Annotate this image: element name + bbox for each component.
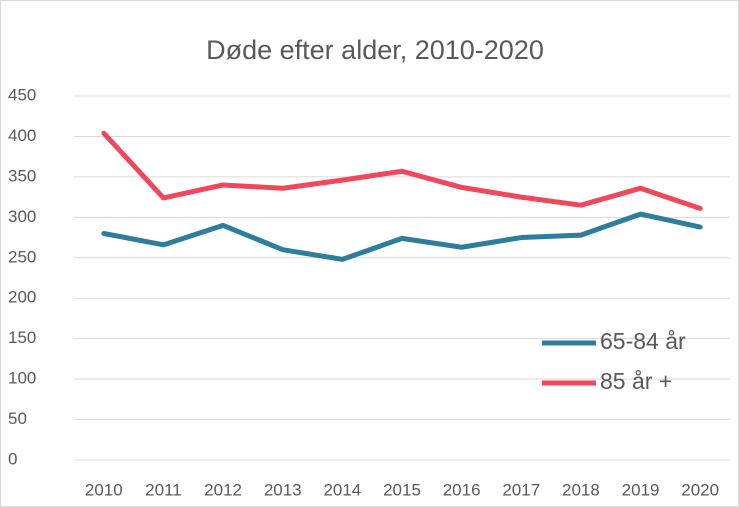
y-tick-label: 50 xyxy=(8,409,27,428)
x-tick-label: 2016 xyxy=(443,480,481,499)
y-tick-label: 0 xyxy=(8,449,17,468)
x-tick-label: 2017 xyxy=(502,480,540,499)
x-tick-label: 2011 xyxy=(145,480,182,499)
y-tick-label: 100 xyxy=(8,369,36,388)
x-tick-label: 2019 xyxy=(622,480,660,499)
y-tick-label: 400 xyxy=(8,126,36,145)
x-tick-label: 2012 xyxy=(204,480,242,499)
legend-label: 85 år + xyxy=(600,368,672,394)
x-tick-label: 2010 xyxy=(85,480,123,499)
series-line xyxy=(101,130,703,211)
x-tick-label: 2020 xyxy=(681,480,719,499)
y-tick-label: 350 xyxy=(8,166,36,185)
x-tick-label: 2013 xyxy=(264,480,302,499)
y-tick-label: 250 xyxy=(8,247,36,266)
y-tick-label: 200 xyxy=(8,288,36,307)
x-tick-label: 2018 xyxy=(562,480,600,499)
x-tick-label: 2014 xyxy=(323,480,361,499)
chart-title: Døde efter alder, 2010-2020 xyxy=(206,35,544,65)
x-tick-label: 2015 xyxy=(383,480,421,499)
legend-label: 65-84 år xyxy=(600,328,686,354)
y-tick-label: 150 xyxy=(8,328,36,347)
y-tick-label: 450 xyxy=(8,85,36,104)
series-line xyxy=(101,211,703,262)
y-tick-label: 300 xyxy=(8,207,36,226)
